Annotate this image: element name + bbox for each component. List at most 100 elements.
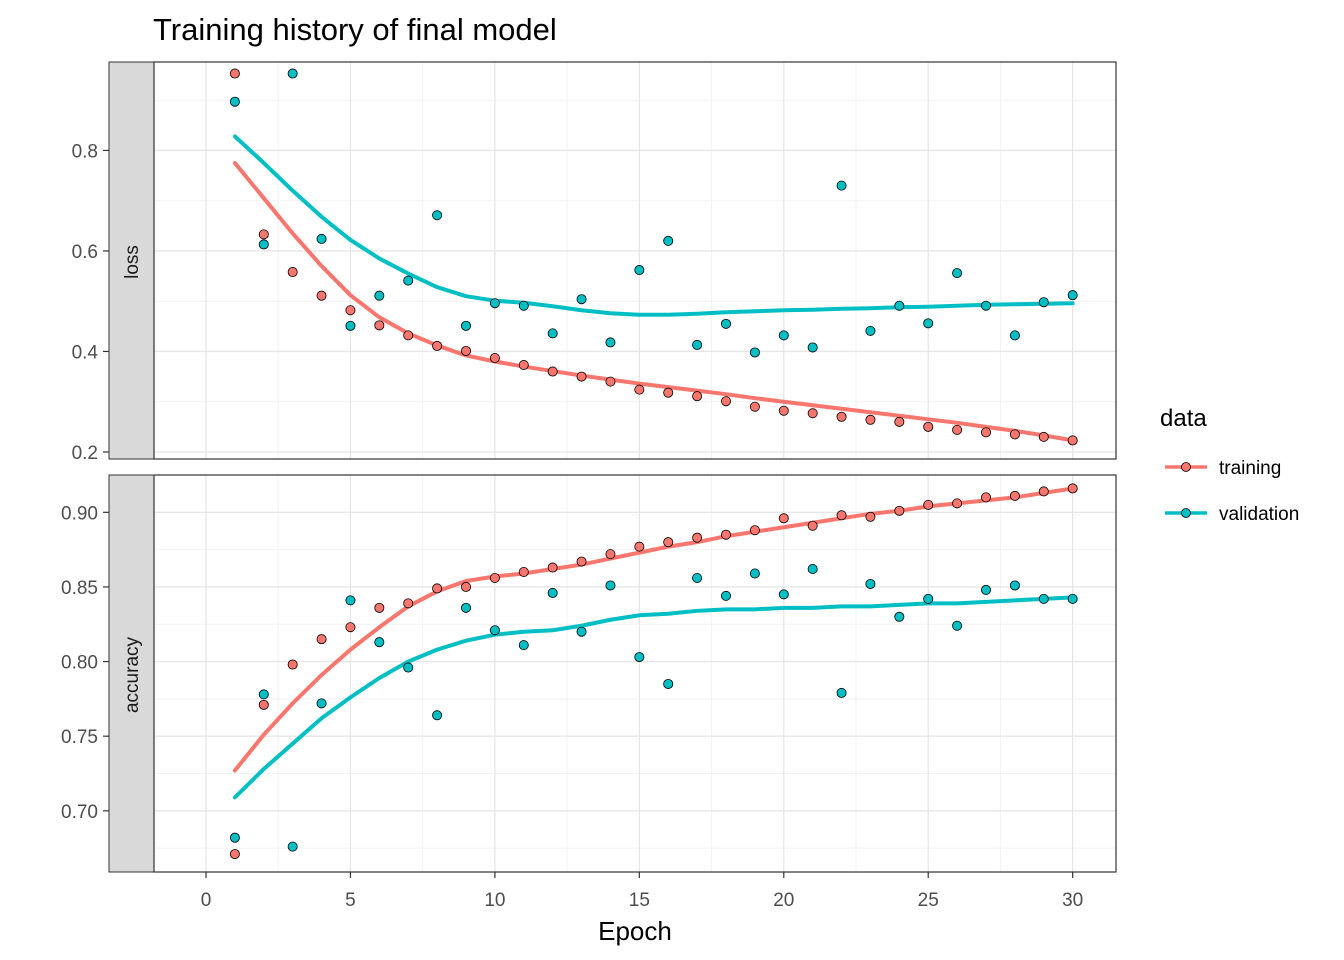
- point-validation: [836, 687, 847, 698]
- point-validation: [460, 602, 471, 613]
- point-validation: [287, 68, 298, 79]
- point-training: [836, 411, 847, 422]
- legend: data training validation: [1160, 405, 1299, 525]
- point-validation: [807, 342, 818, 353]
- point-validation: [1009, 330, 1020, 341]
- x-tick-label: 30: [1062, 890, 1083, 911]
- x-tick-label: 15: [629, 890, 650, 911]
- point-validation: [923, 593, 934, 604]
- point-validation: [605, 337, 616, 348]
- point-training: [605, 549, 616, 560]
- point-training: [1038, 431, 1049, 442]
- point-training: [605, 376, 616, 387]
- point-validation: [432, 710, 443, 721]
- point-validation: [894, 300, 905, 311]
- point-validation: [952, 620, 963, 631]
- point-validation: [518, 300, 529, 311]
- point-training: [374, 602, 385, 613]
- point-validation: [345, 320, 356, 331]
- point-validation: [258, 689, 269, 700]
- point-validation: [258, 239, 269, 250]
- x-tick-label: 0: [201, 890, 212, 911]
- point-training: [952, 498, 963, 509]
- point-training: [692, 532, 703, 543]
- point-validation: [316, 698, 327, 709]
- x-tick-label: 5: [345, 890, 356, 911]
- y-axis-loss: 0.2 0.4 0.6 0.8: [72, 141, 109, 464]
- point-validation: [692, 339, 703, 350]
- y-axis-accuracy: 0.70 0.75 0.80 0.85 0.90: [61, 503, 109, 823]
- point-training: [518, 360, 529, 371]
- point-training: [287, 267, 298, 278]
- point-training: [576, 371, 587, 382]
- point-training: [1009, 429, 1020, 440]
- point-validation: [836, 180, 847, 191]
- point-validation: [1038, 593, 1049, 604]
- point-training: [316, 634, 327, 645]
- facet-accuracy: accuracy 0.70 0.75 0.80 0.85 0.90: [61, 474, 1117, 873]
- point-training: [778, 405, 789, 416]
- panel-border-accuracy: [153, 474, 1117, 873]
- point-training: [1038, 486, 1049, 497]
- point-validation: [923, 318, 934, 329]
- strip-label-loss: loss: [122, 245, 143, 279]
- legend-label-validation: validation: [1219, 504, 1299, 525]
- point-validation: [721, 318, 732, 329]
- y-tick-label: 0.8: [72, 141, 98, 162]
- point-training: [692, 391, 703, 402]
- point-validation: [547, 587, 558, 598]
- point-training: [981, 427, 992, 438]
- point-validation: [807, 564, 818, 575]
- point-training: [634, 541, 645, 552]
- point-training: [229, 849, 240, 860]
- point-validation: [1067, 593, 1078, 604]
- point-training: [721, 396, 732, 407]
- facet-loss: loss 0.2 0.4 0.6 0.8: [72, 61, 1117, 464]
- smooth-line-validation: [232, 134, 1075, 317]
- point-validation: [634, 265, 645, 276]
- chart-title: Training history of final model: [153, 12, 557, 47]
- point-training: [547, 366, 558, 377]
- panel-accuracy: [154, 475, 1116, 872]
- point-validation: [749, 568, 760, 579]
- point-training: [634, 384, 645, 395]
- point-validation: [403, 275, 414, 286]
- point-training: [807, 408, 818, 419]
- marks-accuracy: [229, 483, 1078, 860]
- point-validation: [865, 325, 876, 336]
- point-training: [1067, 483, 1078, 494]
- legend-label-training: training: [1219, 458, 1281, 479]
- point-validation: [1067, 290, 1078, 301]
- point-training: [749, 401, 760, 412]
- point-validation: [1038, 297, 1049, 308]
- point-training: [345, 622, 356, 633]
- point-training: [258, 229, 269, 240]
- point-validation: [403, 662, 414, 673]
- point-validation: [374, 637, 385, 648]
- point-training: [403, 330, 414, 341]
- point-validation: [518, 640, 529, 651]
- point-training: [663, 387, 674, 398]
- point-training: [894, 416, 905, 427]
- y-tick-label: 0.2: [72, 443, 98, 464]
- point-training: [374, 320, 385, 331]
- y-tick-label: 0.85: [61, 578, 98, 599]
- legend-title: data: [1160, 405, 1207, 432]
- point-validation: [663, 678, 674, 689]
- point-training: [345, 305, 356, 316]
- point-validation: [663, 235, 674, 246]
- point-validation: [778, 330, 789, 341]
- point-validation: [489, 625, 500, 636]
- point-validation: [749, 347, 760, 358]
- point-validation: [547, 328, 558, 339]
- y-tick-label: 0.6: [72, 242, 98, 263]
- grid-loss: [154, 62, 1116, 459]
- point-validation: [316, 233, 327, 244]
- point-training: [1009, 490, 1020, 501]
- point-validation: [692, 572, 703, 583]
- point-validation: [489, 298, 500, 309]
- x-tick-label: 25: [918, 890, 939, 911]
- x-axis: 0 5 10 15 20 25 30: [201, 872, 1083, 911]
- point-validation: [374, 290, 385, 301]
